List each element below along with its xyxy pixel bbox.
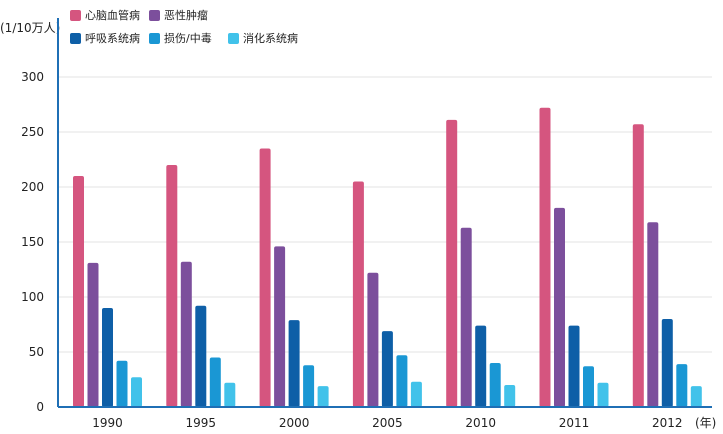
bar	[209, 357, 221, 407]
bar	[259, 148, 271, 407]
bar	[87, 262, 99, 407]
y-tick-label: 100	[21, 290, 44, 304]
legend-swatch	[228, 33, 239, 44]
bar	[303, 365, 315, 407]
bar	[352, 181, 364, 407]
bar	[131, 377, 142, 407]
bar	[73, 176, 84, 407]
bar	[554, 207, 565, 407]
legend-swatch	[149, 33, 160, 44]
ticks-layer: 0 50 100 150 200 250 300 1990 1995 2000 2005 2010 20…	[21, 70, 682, 430]
legend-item: 消化系统病	[228, 31, 298, 45]
legend-item: 呼吸系统病	[70, 31, 140, 45]
bar	[597, 382, 609, 407]
legend-label: 恶性肿瘤	[164, 8, 208, 22]
bar	[102, 308, 113, 407]
x-tick-label: 1995	[186, 416, 217, 430]
x-tick-label: 2012	[652, 416, 683, 430]
bars-layer	[73, 107, 702, 408]
bar-group-1995	[166, 165, 236, 407]
bar-group-2010	[446, 119, 516, 408]
bar	[274, 246, 286, 407]
bar	[116, 360, 128, 407]
bar	[381, 331, 393, 407]
bar	[504, 385, 516, 407]
legend-swatch	[70, 33, 81, 44]
x-axis-unit-label: (年)	[695, 416, 716, 430]
y-axis-unit-label: (1/10万人)	[0, 21, 60, 35]
x-tick-label: 2010	[465, 416, 496, 430]
y-tick-label: 200	[21, 180, 44, 194]
bar	[410, 381, 422, 407]
bar	[367, 272, 379, 407]
legend-label: 呼吸系统病	[85, 31, 140, 45]
bar	[224, 382, 236, 407]
bar-group-1990	[73, 176, 142, 407]
legend-swatch	[70, 10, 81, 21]
legend-swatch	[149, 10, 160, 21]
bar	[475, 325, 487, 407]
bar	[489, 363, 501, 407]
bar	[195, 305, 207, 407]
bar-group-2011	[539, 107, 609, 408]
bar	[317, 386, 329, 407]
x-tick-label: 2000	[279, 416, 310, 430]
legend-item: 损伤/中毒	[149, 31, 212, 45]
x-tick-label: 1990	[92, 416, 123, 430]
x-tick-label: 2005	[372, 416, 403, 430]
bar-group-2000	[259, 148, 329, 407]
bar	[690, 386, 702, 407]
x-tick-label: 2011	[559, 416, 590, 430]
bar-group-2005	[352, 181, 422, 407]
bar	[676, 364, 688, 407]
y-tick-label: 300	[21, 70, 44, 84]
bar	[632, 124, 644, 408]
legend-item: 恶性肿瘤	[149, 8, 208, 22]
bar	[396, 355, 408, 407]
y-tick-label: 250	[21, 125, 44, 139]
bar	[583, 366, 594, 407]
bar	[446, 119, 458, 408]
bar	[647, 222, 659, 407]
bar	[166, 165, 178, 407]
grid-layer	[58, 76, 712, 353]
legend-label: 损伤/中毒	[164, 31, 212, 45]
y-tick-label: 0	[36, 400, 44, 414]
y-tick-label: 50	[29, 345, 44, 359]
bar-group-2012	[632, 124, 702, 408]
bar	[460, 227, 472, 407]
legend-item: 心脑血管病	[70, 8, 140, 22]
bar	[180, 261, 192, 407]
bar	[661, 319, 673, 407]
bar	[568, 325, 580, 407]
legend-label: 心脑血管病	[85, 8, 140, 22]
bar	[539, 107, 551, 408]
bar	[288, 320, 300, 407]
y-tick-label: 150	[21, 235, 44, 249]
legend-label: 消化系统病	[243, 31, 298, 45]
